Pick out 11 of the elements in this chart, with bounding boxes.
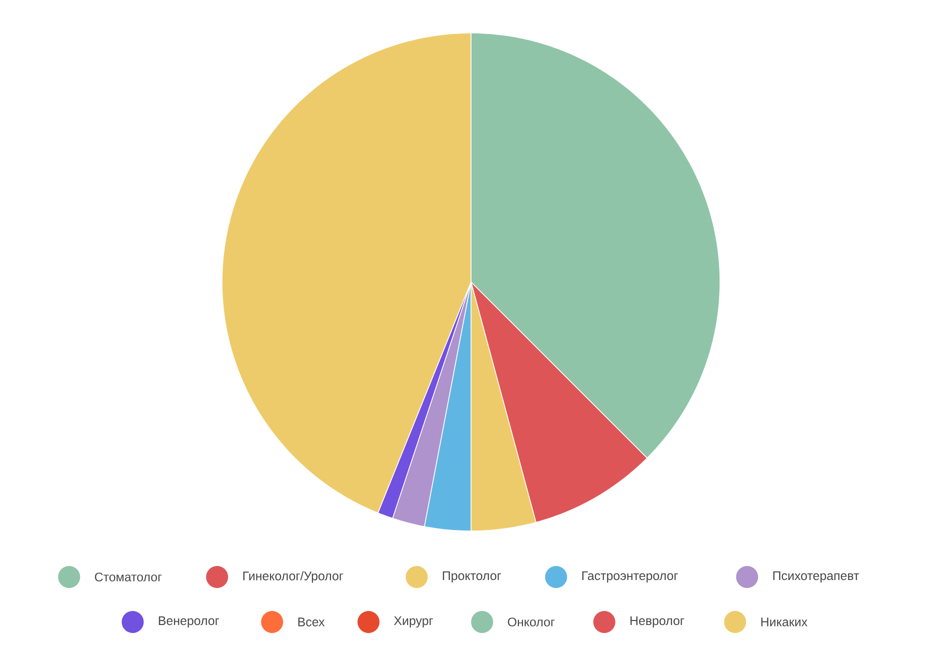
legend-label: Стоматолог (94, 572, 162, 582)
legend-label: Никаких (761, 618, 808, 626)
legend-label: Гастроэнтеролог (582, 571, 678, 583)
legend-label: Онколог (508, 618, 555, 626)
legend-label: Психотерапевт (773, 571, 860, 583)
legend-label: Невролог (630, 616, 684, 628)
legend-label: Хирург (394, 616, 433, 628)
legend-label: Всех (298, 618, 325, 626)
legend-label: Венеролог (158, 616, 220, 628)
legend-label: Проктолог (442, 571, 502, 583)
legend-label: Гинеколог/Уролог (243, 571, 344, 583)
